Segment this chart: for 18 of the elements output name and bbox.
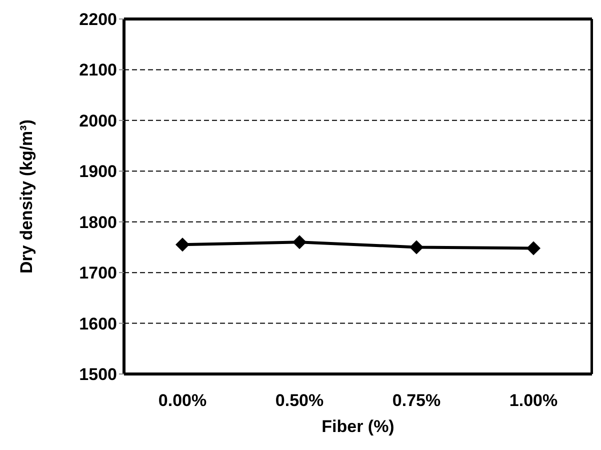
x-tick-label: 1.00% <box>509 391 558 410</box>
y-tick-label: 1800 <box>79 212 117 232</box>
point <box>410 240 424 254</box>
x-tick-label: 0.00% <box>158 391 207 410</box>
point <box>526 241 540 256</box>
x-tick-label: 0.75% <box>392 391 441 410</box>
x-axis-title: Fiber (%) <box>322 417 394 436</box>
x-tick-label: 0.50% <box>275 391 324 410</box>
y-tick-label: 2000 <box>79 111 117 130</box>
y-tick-label: 1600 <box>79 314 117 334</box>
y-tick-label: 2200 <box>79 10 117 30</box>
y-tick-label: 1500 <box>79 365 117 384</box>
y-tick-label: 2100 <box>79 60 117 80</box>
point <box>292 235 306 250</box>
y-tick-label: 1700 <box>79 264 117 283</box>
point <box>176 238 190 252</box>
y-axis-title: Dry density (kg/m³) <box>17 120 36 274</box>
y-tick-label: 1900 <box>79 162 117 182</box>
